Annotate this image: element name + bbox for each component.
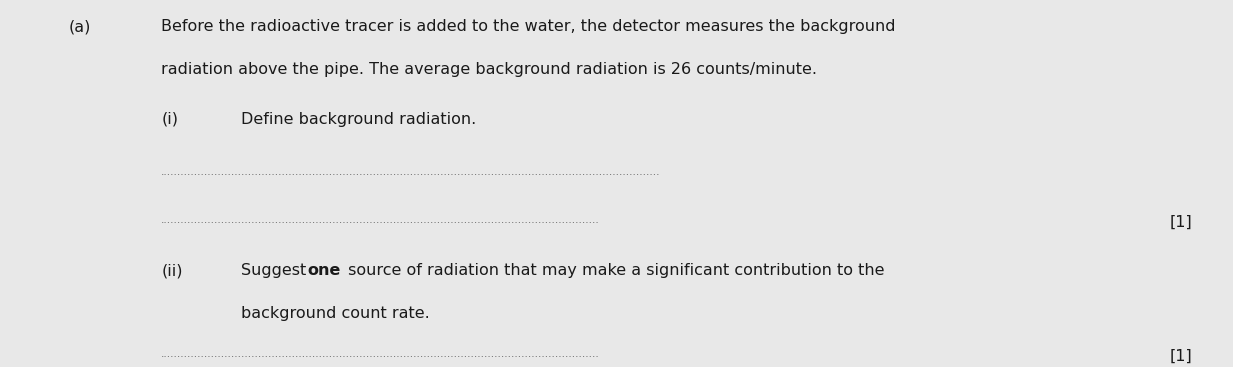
Text: radiation above the pipe. The average background radiation is 26 counts/minute.: radiation above the pipe. The average ba… xyxy=(162,62,817,77)
Text: (i): (i) xyxy=(162,112,179,127)
Text: one: one xyxy=(308,263,342,278)
Text: Define background radiation.: Define background radiation. xyxy=(242,112,476,127)
Text: (a): (a) xyxy=(69,19,91,34)
Text: [1]: [1] xyxy=(1169,215,1192,230)
Text: [1]: [1] xyxy=(1169,349,1192,364)
Text: source of radiation that may make a significant contribution to the: source of radiation that may make a sign… xyxy=(344,263,885,278)
Text: ................................................................................: ........................................… xyxy=(162,349,600,359)
Text: ................................................................................: ........................................… xyxy=(162,167,661,177)
Text: Before the radioactive tracer is added to the water, the detector measures the b: Before the radioactive tracer is added t… xyxy=(162,19,896,34)
Text: background count rate.: background count rate. xyxy=(242,306,430,321)
Text: (ii): (ii) xyxy=(162,263,182,278)
Text: Suggest: Suggest xyxy=(242,263,312,278)
Text: ................................................................................: ........................................… xyxy=(162,215,600,225)
